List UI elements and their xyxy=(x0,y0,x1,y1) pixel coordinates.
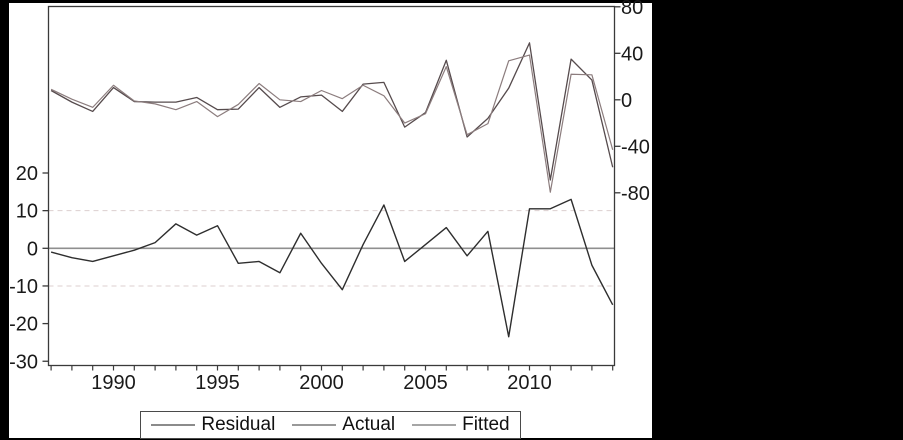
right-axis-tick-label: 80 xyxy=(621,0,643,19)
x-axis-tick-label: 2005 xyxy=(403,372,448,394)
left-axis-tick-label: -20 xyxy=(9,314,38,336)
legend-label-fitted: Fitted xyxy=(462,414,510,435)
legend-item-fitted: Fitted xyxy=(412,414,510,436)
legend-item-residual: Residual xyxy=(151,414,275,436)
legend: Residual Actual Fitted xyxy=(140,411,521,439)
x-axis-tick-label: 1990 xyxy=(91,372,136,394)
right-axis-tick-label: -40 xyxy=(621,136,650,158)
plot-frame xyxy=(47,5,616,367)
residual-line xyxy=(50,198,614,338)
right-axis-tick-label: 40 xyxy=(621,43,643,65)
x-axis-tick-label: 2010 xyxy=(507,372,552,394)
left-axis-tick-label: 20 xyxy=(16,163,38,185)
left-axis-tick-label: -10 xyxy=(9,276,38,298)
legend-swatch-fitted xyxy=(412,424,457,426)
right-axis-tick-label: -80 xyxy=(621,183,650,205)
legend-swatch-actual xyxy=(292,424,337,426)
x-axis-tick-label: 2000 xyxy=(299,372,344,394)
legend-item-actual: Actual xyxy=(292,414,395,436)
legend-label-residual: Residual xyxy=(201,414,276,435)
right-axis-tick-label: 0 xyxy=(621,90,632,112)
left-axis-tick-label: -30 xyxy=(9,351,38,373)
legend-label-actual: Actual xyxy=(342,414,396,435)
legend-swatch-residual xyxy=(151,424,196,426)
x-axis-tick-label: 1995 xyxy=(195,372,240,394)
left-axis-tick-label: 0 xyxy=(27,238,38,260)
left-axis-tick-label: 10 xyxy=(16,201,38,223)
fitted-line xyxy=(50,54,614,193)
